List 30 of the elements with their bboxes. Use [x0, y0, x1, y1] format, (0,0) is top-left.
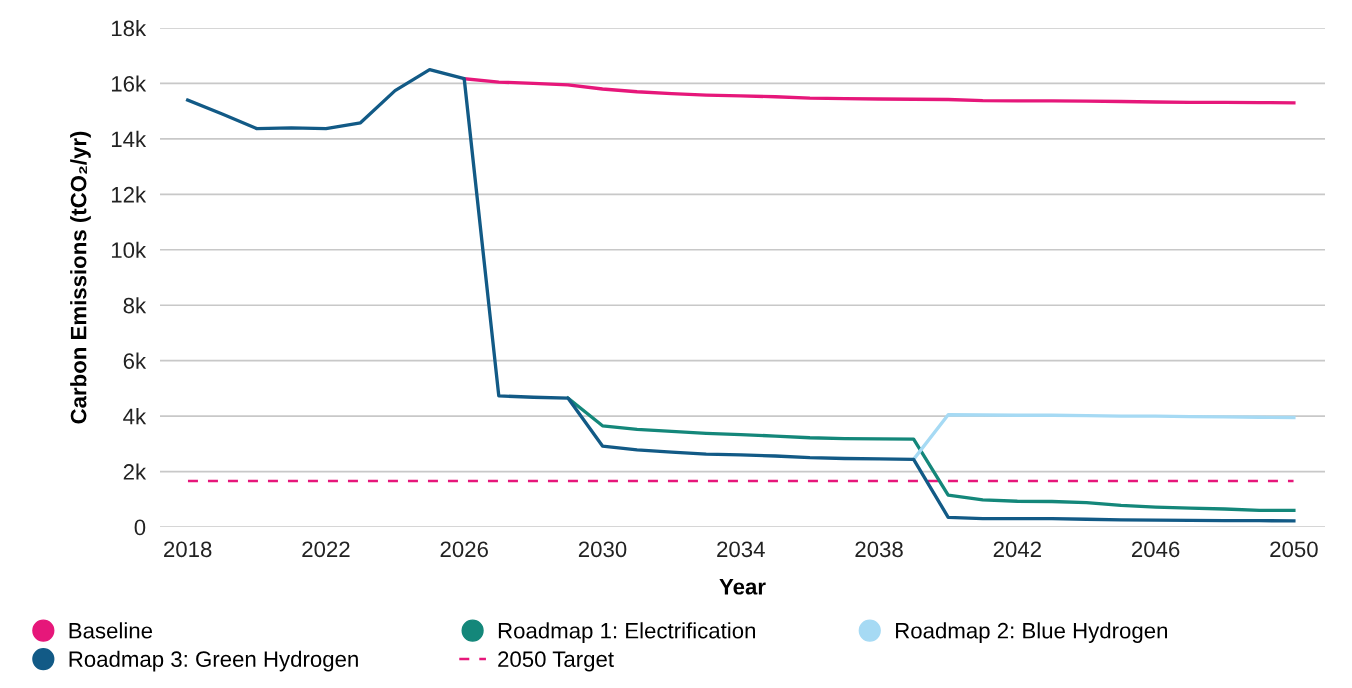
x-tick-label: 2030: [578, 541, 627, 558]
y-tick-label: 14k: [111, 130, 147, 147]
x-axis-title: Year: [719, 579, 766, 595]
y-tick-label: 10k: [111, 241, 147, 259]
y-tick-label: 16k: [111, 75, 147, 92]
x-tick-label: 2034: [717, 541, 765, 558]
y-tick-label: 0: [134, 519, 146, 536]
y-tick-label: 6k: [123, 352, 147, 369]
x-tick-label: 2038: [855, 541, 903, 558]
line-series: [462, 77, 1296, 105]
legend-label: 2050 Target: [498, 651, 614, 672]
y-axis-title: Carbon Emissions (tCO₂/yr): [70, 131, 91, 424]
y-tick-label: 12k: [111, 186, 147, 203]
x-tick-label: 2026: [440, 541, 488, 558]
legend-label: Roadmap 1: Electrification: [498, 622, 755, 643]
y-tick-label: 18k: [111, 19, 147, 37]
legend-label: Roadmap 3: Green Hydrogen: [69, 650, 358, 672]
y-tick-label: 4k: [123, 408, 147, 425]
x-tick-label: 2050: [1270, 541, 1318, 558]
line-series: [911, 413, 1296, 462]
x-tick-label: 2042: [993, 541, 1041, 558]
line-series: [566, 396, 1296, 513]
legend-label: Baseline: [69, 622, 153, 639]
legend-label: Roadmap 2: Blue Hydrogen: [896, 622, 1168, 643]
y-tick-label: 2k: [123, 463, 147, 480]
x-tick-label: 2018: [164, 541, 212, 558]
x-tick-label: 2022: [302, 541, 350, 558]
y-tick-label: 8k: [123, 297, 147, 314]
x-tick-label: 2046: [1132, 541, 1180, 558]
line-series: [185, 67, 1296, 523]
